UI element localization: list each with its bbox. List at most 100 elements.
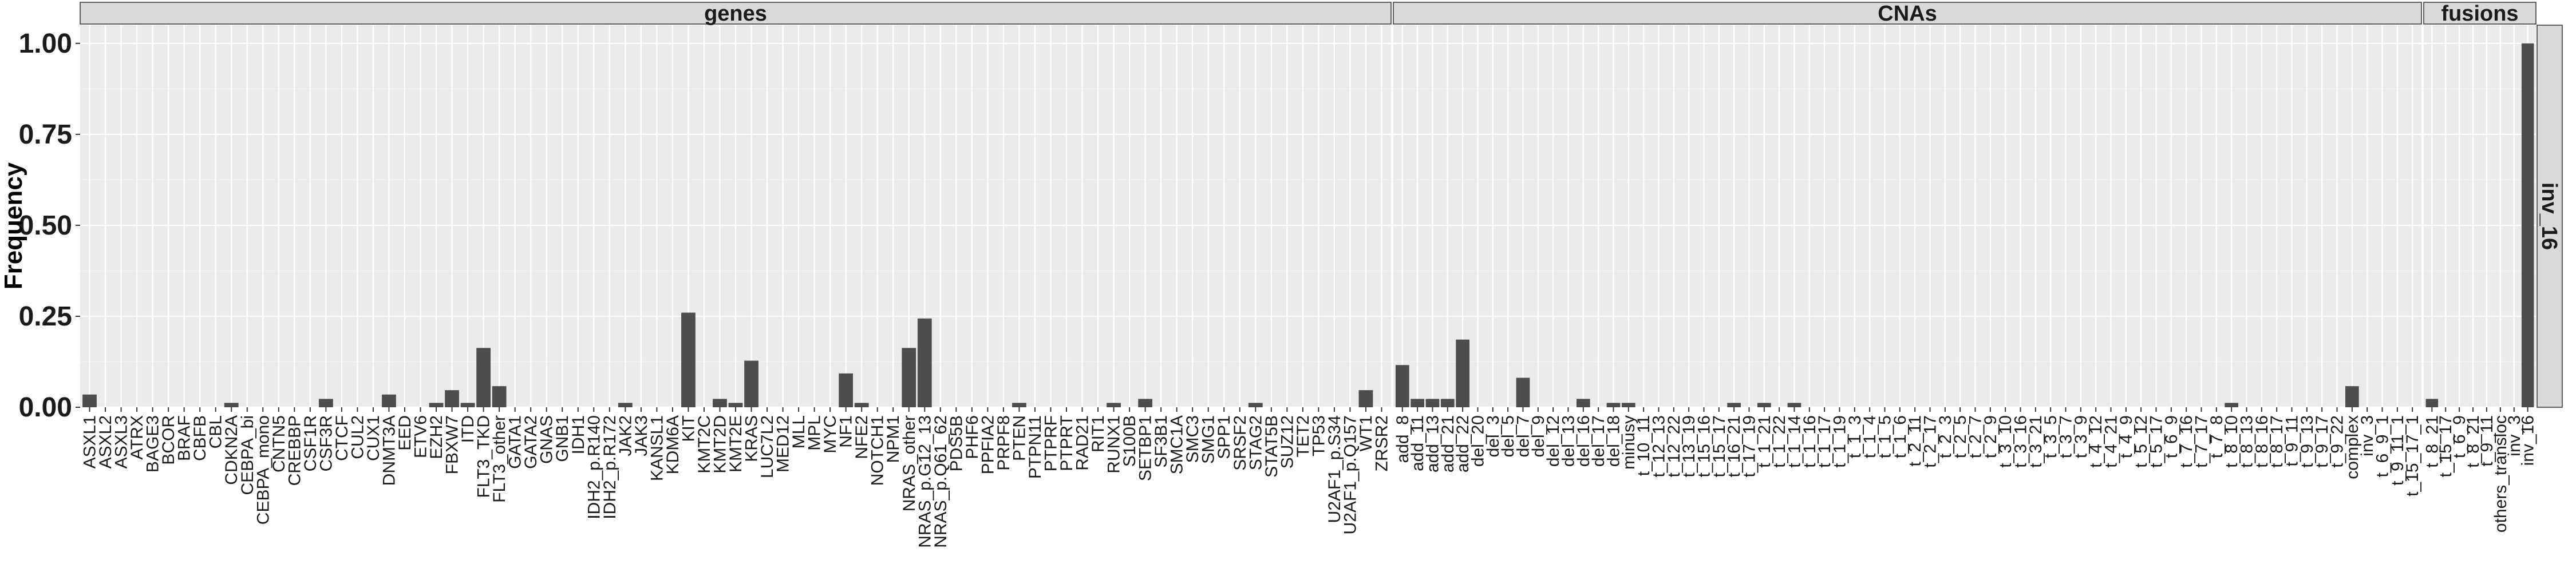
x-tick-label: CBL: [207, 415, 226, 448]
x-tick-label: t_1_17: [1815, 415, 1834, 468]
x-tick-label: t_12_13: [1649, 415, 1668, 477]
x-tick-label: t_9_11_1: [2388, 415, 2407, 486]
x-tick-label: t_9_17: [2313, 415, 2332, 468]
x-tick-label: PDS5B: [947, 415, 966, 471]
x-tick-label: KMT2E: [726, 415, 745, 472]
x-tick-label: CUL2: [348, 415, 367, 459]
facet-strip-bg: [1393, 2, 2422, 25]
bar-JAK2: [618, 403, 633, 407]
x-tick-label: del_20: [1468, 415, 1487, 467]
x-tick-label: ETV6: [412, 415, 430, 458]
x-tick-label: ITD: [459, 415, 477, 443]
x-tick-label: t_17_19: [1740, 415, 1759, 477]
x-tick-label: DNMT3A: [380, 415, 398, 486]
x-tick-label: t_3_9: [2072, 415, 2091, 458]
x-tick-label: ZRSR2: [1372, 415, 1391, 471]
x-tick-label: t_4_21: [2102, 415, 2121, 468]
x-tick-label: NF1: [837, 415, 856, 448]
bar-ITD: [460, 403, 475, 407]
x-tick-label: add_22: [1453, 415, 1472, 472]
y-tick-label: 1.00: [19, 29, 72, 59]
x-tick-label: minusy: [1619, 415, 1638, 470]
x-tick-label: BCOR: [159, 415, 178, 465]
x-tick-label: t_3_5: [2041, 415, 2060, 458]
x-tick-label: t_1_5: [1875, 415, 1894, 458]
x-tick-label: CBFB: [191, 415, 210, 461]
x-tick-label: NPM1: [884, 415, 903, 463]
x-tick-label: IDH2_p.R172: [600, 415, 619, 519]
x-tick-label: ASXL2: [96, 415, 115, 468]
bar-SETBP1: [1138, 399, 1153, 407]
x-tick-label: TP53: [1309, 415, 1328, 456]
x-tick-label: RAD21: [1073, 415, 1092, 471]
x-tick-label: t_1_3: [1846, 415, 1864, 458]
x-tick-label: t_3_7: [2057, 415, 2076, 458]
x-tick-label: PPFIA2: [978, 415, 997, 474]
x-tick-label: SETBP1: [1136, 415, 1155, 481]
x-tick-label: t_8_21: [2423, 415, 2441, 468]
x-tick-label: S100B: [1120, 415, 1139, 467]
x-tick-label: del_7: [1514, 415, 1532, 457]
x-tick-label: IDH2_p.R140: [584, 415, 603, 519]
x-tick-label: t_9_13: [2298, 415, 2317, 468]
x-tick-label: t_2_17: [1921, 415, 1940, 468]
y-axis-label: Frequency: [0, 162, 27, 289]
x-tick-label: t_9_22: [2328, 415, 2347, 468]
facet-panel-fusions: fusionst_8_21t_15_17t_6_9t_8_21t_9_11oth…: [2423, 2, 2537, 533]
x-tick-label: del_17: [1589, 415, 1608, 467]
bar-del_16: [1576, 399, 1590, 407]
bar-DNMT3A: [382, 394, 396, 407]
y-tick-label: 0.75: [19, 120, 72, 150]
x-tick-label: t_13_19: [1680, 415, 1698, 477]
x-tick-label: t_10_11: [1634, 415, 1653, 476]
x-tick-label: t_15_17: [1710, 415, 1729, 477]
bar-complex: [2345, 386, 2359, 407]
x-tick-label: del_12: [1544, 415, 1563, 467]
x-tick-label: del_5: [1499, 415, 1518, 457]
x-tick-label: complex: [2343, 415, 2362, 479]
x-tick-label: SMG1: [1199, 415, 1218, 464]
x-tick-label: KANSL1: [647, 415, 666, 481]
x-tick-label: KMT2D: [710, 415, 729, 474]
row-strip: inv_16: [2537, 25, 2563, 408]
x-tick-label: del_13: [1559, 415, 1578, 467]
bar-KIT: [681, 312, 696, 407]
x-tick-label: t_6_9_1: [2373, 415, 2392, 477]
facet-strip-label: genes: [704, 2, 767, 26]
bar-minusy: [1621, 403, 1635, 407]
x-tick-label: BAGE3: [144, 415, 163, 472]
panel-background: [1393, 25, 2421, 407]
x-tick-label: add_8: [1393, 415, 1412, 463]
bar-del_7: [1516, 378, 1530, 407]
bar-EZH2: [429, 403, 444, 407]
facet-strip-label: CNAs: [1878, 2, 1937, 26]
x-tick-label: SPP1: [1215, 415, 1234, 459]
x-tick-label: IDH1: [569, 415, 588, 454]
x-tick-label: KDM6A: [663, 415, 682, 474]
x-tick-label: del_16: [1574, 415, 1593, 467]
x-tick-label: KMT2C: [695, 415, 714, 474]
x-tick-label: add_13: [1423, 415, 1442, 472]
x-tick-label: FLT3_TKD: [475, 415, 493, 498]
x-tick-label: t_7_17: [2192, 415, 2211, 468]
x-tick-label: inv_16: [2519, 415, 2538, 466]
bar-NF1: [839, 373, 854, 407]
x-tick-label: t_1_21: [1755, 415, 1774, 468]
facet-strip-fusions: fusions: [2423, 2, 2537, 26]
x-tick-label: MPL: [805, 415, 824, 451]
x-tick-label: t_8_13: [2238, 415, 2257, 468]
x-tick-label: CSF3R: [317, 415, 335, 471]
x-tick-label: KRAS: [742, 415, 761, 462]
bar-KRAS: [744, 360, 758, 407]
x-tick-label: t_1_6: [1891, 415, 1910, 458]
bar-FBXW7: [445, 390, 459, 407]
x-tick-label: U2AF1_p.Q157: [1341, 415, 1360, 534]
x-tick-label: t_12_22: [1665, 415, 1684, 477]
x-tick-label: t_6_9: [2162, 415, 2181, 458]
x-tick-label: RIT1: [1089, 415, 1108, 452]
x-tick-label: GATA1: [506, 415, 525, 469]
x-tick-label: CUX1: [364, 415, 383, 461]
x-tick-label: PRPF8: [994, 415, 1013, 471]
x-tick-label: FLT3_other: [490, 415, 509, 503]
